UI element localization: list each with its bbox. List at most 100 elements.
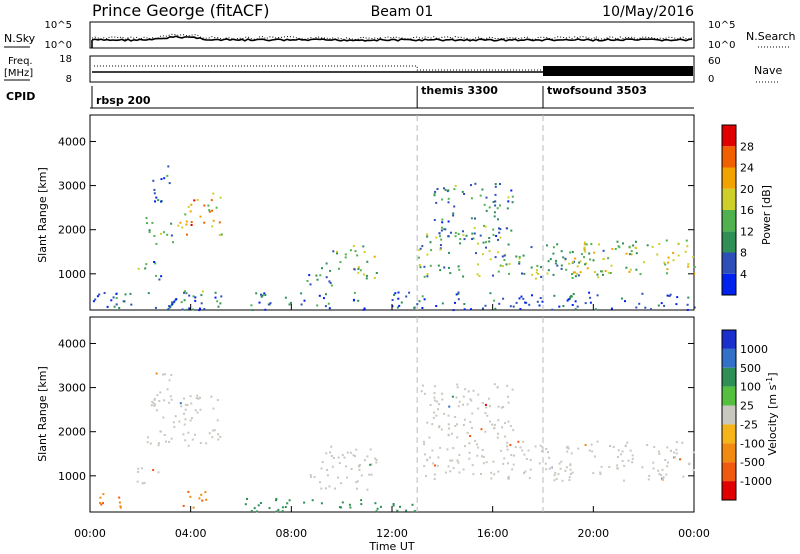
velocity-cell — [396, 509, 399, 512]
power-cell — [482, 241, 485, 244]
power-cell — [447, 220, 450, 223]
velocity-cell — [199, 442, 202, 444]
power-cell — [115, 297, 118, 299]
nave-label: Nave — [754, 64, 782, 77]
power-cell — [426, 253, 429, 256]
velocity-colorbar-tick: 100 — [740, 381, 761, 394]
power-cell — [194, 296, 197, 299]
power-cell — [448, 251, 450, 254]
power-cell — [435, 236, 438, 239]
power-cell — [594, 308, 597, 311]
velocity-cell — [438, 403, 441, 406]
velocity-cell — [151, 400, 154, 403]
power-cell — [657, 304, 660, 307]
power-cell — [353, 298, 355, 301]
power-cell — [483, 224, 485, 227]
power-cell — [632, 244, 635, 247]
power-cell — [173, 300, 176, 303]
velocity-cell — [487, 397, 490, 400]
velocity-cell — [673, 451, 675, 454]
velocity-cell — [662, 476, 665, 479]
power-cell — [583, 248, 586, 251]
power-cell — [124, 293, 127, 296]
velocity-cell — [208, 432, 211, 435]
power-cell — [590, 243, 593, 246]
power-cell — [144, 267, 147, 270]
velocity-cell — [405, 509, 408, 512]
freq-label-line2: [MHz] — [4, 68, 33, 79]
velocity-cell — [564, 469, 567, 472]
y-tick-label: 4000 — [58, 135, 86, 148]
power-cell — [489, 292, 492, 295]
power-cell — [129, 292, 132, 295]
power-cell — [153, 188, 156, 191]
velocity-cell — [346, 451, 349, 454]
velocity-cell — [528, 477, 531, 480]
velocity-cell — [484, 403, 487, 406]
velocity-cell — [320, 502, 323, 505]
power-cell — [339, 261, 342, 263]
power-cell — [200, 302, 203, 305]
velocity-cell — [529, 458, 532, 461]
power-cell — [263, 292, 266, 295]
velocity-cell — [646, 444, 649, 446]
power-cell — [452, 212, 455, 215]
power-cell — [463, 303, 466, 305]
velocity-cell — [456, 459, 459, 462]
power-cell — [693, 306, 696, 309]
velocity-cell — [158, 400, 161, 402]
velocity-cell — [519, 446, 522, 449]
power-cell — [188, 307, 191, 310]
velocity-cell — [457, 461, 460, 464]
velocity-cell — [557, 473, 560, 476]
power-cell — [338, 267, 340, 270]
power-cell — [547, 269, 550, 272]
x-tick-label: 04:00 — [175, 527, 207, 540]
power-cell — [329, 269, 332, 272]
velocity-cell — [355, 481, 358, 484]
velocity-cell — [190, 402, 193, 405]
velocity-cell — [497, 405, 500, 408]
power-cell — [536, 264, 539, 267]
velocity-cell — [184, 418, 187, 421]
velocity-cell — [452, 467, 455, 470]
velocity-cell — [198, 497, 201, 500]
velocity-cell — [596, 440, 599, 443]
power-cell — [196, 198, 199, 201]
power-cell — [642, 261, 645, 264]
power-cell — [112, 296, 115, 299]
velocity-cell — [553, 479, 556, 482]
velocity-cell — [504, 435, 507, 438]
power-cell — [641, 292, 644, 295]
power-cell — [439, 248, 442, 251]
power-cell — [511, 201, 514, 204]
velocity-cell — [506, 384, 509, 387]
velocity-cell — [341, 454, 344, 457]
power-panel-frame — [89, 114, 695, 311]
velocity-cell — [481, 401, 484, 404]
power-cell — [596, 294, 599, 297]
velocity-cell — [179, 402, 182, 405]
velocity-cell — [592, 472, 595, 475]
power-cell — [499, 183, 501, 185]
power-cell — [219, 196, 222, 199]
velocity-cell — [330, 445, 333, 448]
power-cell — [552, 273, 555, 276]
power-cell — [584, 263, 587, 266]
power-cell — [423, 298, 426, 301]
power-cell — [614, 248, 617, 250]
velocity-cell — [174, 415, 177, 418]
velocity-cell — [352, 454, 355, 457]
power-cell — [497, 270, 500, 273]
velocity-cell — [439, 446, 442, 449]
velocity-cell — [502, 406, 505, 408]
velocity-cell — [467, 390, 470, 393]
power-cell — [260, 293, 262, 296]
velocity-cell — [497, 470, 500, 473]
power-cell — [208, 210, 211, 213]
power-cell — [477, 242, 479, 245]
velocity-cell — [559, 467, 562, 470]
velocity-cell — [172, 421, 175, 424]
velocity-cell — [146, 436, 149, 439]
power-cell — [199, 307, 201, 310]
